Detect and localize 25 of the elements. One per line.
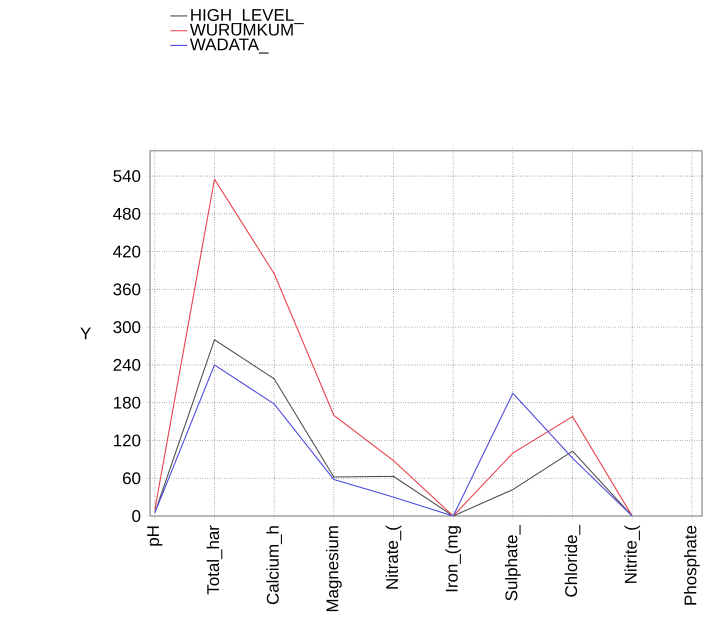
x-tick-label: Phosphate: [684, 526, 700, 605]
x-tick-label: Nitrate_(: [386, 525, 402, 589]
legend-label: HIGH_LEVEL_: [191, 9, 304, 24]
x-tick-label: Nitrite_(: [624, 525, 640, 583]
y-tick-label: 120: [114, 434, 140, 446]
x-tick-label: Total_har: [206, 525, 222, 594]
y-tick-label: 420: [113, 246, 140, 258]
x-tick-label: pH: [147, 526, 162, 546]
x-tick-label: Chloride_: [564, 524, 580, 597]
x-tick-label: Iron_(mg: [445, 526, 462, 592]
y-tick-label: 540: [113, 170, 140, 182]
y-tick-label: 360: [113, 283, 140, 296]
legend-label: WADATA_: [190, 38, 269, 54]
x-tick-label: Calcium_h: [266, 526, 282, 604]
y-tick-label: 0: [132, 510, 140, 522]
x-tick-label: Sulphate_: [504, 524, 521, 601]
y-tick-label: 60: [122, 472, 140, 484]
legend-label: WURUMKUM: [190, 24, 293, 36]
y-tick-label: 300: [113, 321, 140, 334]
y-axis-title: Y: [80, 328, 91, 340]
y-tick-label: 240: [114, 358, 140, 371]
y-tick-label: 180: [114, 396, 140, 409]
x-tick-label: Magnesium: [326, 526, 342, 612]
line-series: [154, 178, 633, 516]
y-tick-label: 480: [113, 208, 140, 220]
